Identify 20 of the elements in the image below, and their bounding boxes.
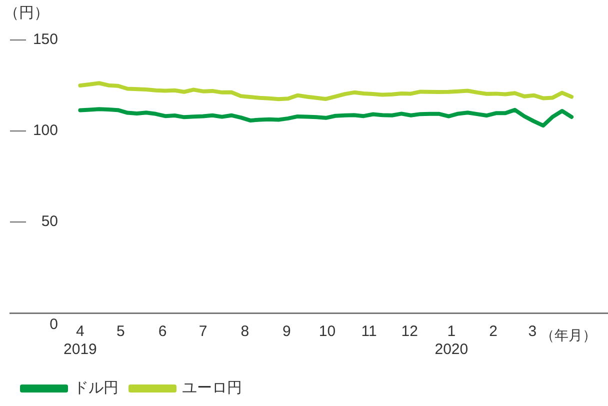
y-tick-label: 0 — [50, 316, 58, 334]
y-axis-title: （円） — [4, 4, 49, 22]
x-tick-label: 10 — [318, 323, 336, 340]
x-tick-label: 2 — [489, 323, 498, 340]
y-tick-label: 150 — [32, 31, 58, 48]
x-tick-label: 7 — [198, 323, 208, 340]
x-tick-label: 3 — [528, 323, 537, 340]
x-tick-label: 5 — [116, 323, 125, 340]
x-tick-label: 4 2019 — [64, 323, 97, 358]
x-tick-label: 11 — [361, 323, 377, 340]
legend-label: ドル円 — [74, 380, 118, 397]
x-tick-label: 9 — [282, 323, 291, 340]
y-tick-label: 100 — [32, 122, 58, 140]
x-tick-label: 1 2020 — [434, 323, 468, 358]
y-tick-label: 50 — [41, 213, 58, 230]
x-axis-title: （年月） — [540, 326, 596, 343]
x-tick-label: 6 — [158, 323, 167, 340]
x-tick-label: 12 — [401, 323, 418, 340]
x-tick-label: 8 — [240, 323, 250, 340]
legend-label: ユーロ円 — [182, 380, 242, 397]
